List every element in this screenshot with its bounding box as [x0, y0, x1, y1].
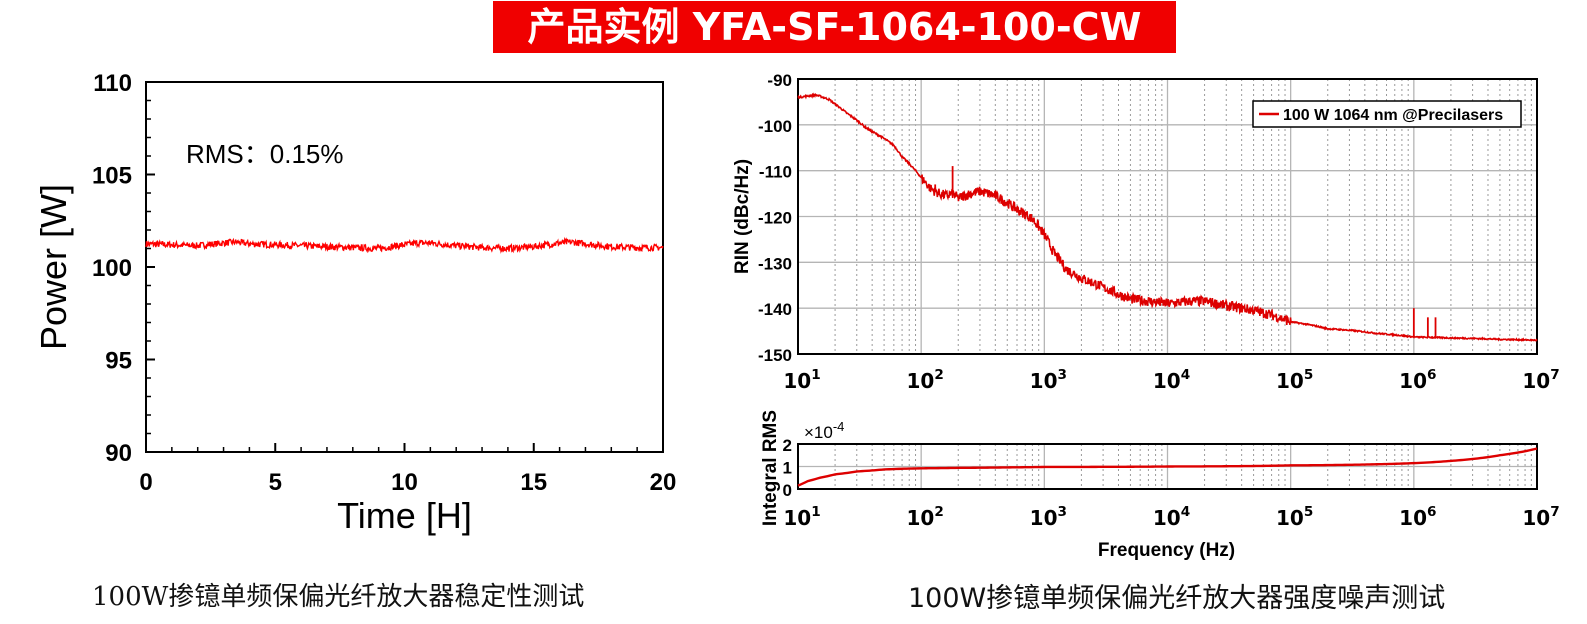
x-tick-label: 106: [1399, 504, 1436, 530]
rin-chart: -150 -140 -130 -120 -110 -100 -90 101 102 103 104 1…: [732, 71, 1560, 393]
y-axis-label: Power [W]: [33, 184, 74, 350]
irms-series-line: [797, 447, 1538, 487]
y-tick-label: 1: [783, 459, 792, 478]
power-stability-chart: 0 5 10 15 20 90 95 100 105 110 Time [H] Power [W] RM…: [33, 70, 677, 536]
y-tick-label: -100: [758, 117, 792, 136]
y-tick-label: -140: [758, 300, 792, 319]
plot-frame: [797, 78, 1538, 355]
x-tick-label: 0: [139, 469, 152, 496]
y-tick-label: 90: [105, 440, 132, 467]
x-tick-label: 103: [1030, 367, 1067, 393]
x-tick-label: 107: [1522, 504, 1559, 530]
y-tick-label: -130: [758, 254, 792, 273]
plot-frame: [797, 443, 1538, 490]
y-tick-label: 105: [92, 163, 132, 190]
x-tick-label: 15: [520, 469, 547, 496]
caption-stability: 100W掺镱单频保偏光纤放大器稳定性测试: [92, 582, 585, 612]
x-tick-label: 20: [650, 469, 677, 496]
x-tick-label: 103: [1030, 504, 1067, 530]
x-tick-label: 102: [907, 504, 944, 530]
rin-series-line: [797, 92, 1538, 342]
y-axis-label: Integral RMS: [760, 410, 781, 526]
x-axis-label: Frequency (Hz): [1098, 540, 1235, 561]
x-tick-label: 105: [1276, 367, 1313, 393]
y-tick-label: -90: [767, 71, 792, 90]
y-multiplier: ×10-4: [804, 419, 844, 442]
x-tick-label: 105: [1276, 504, 1313, 530]
caption-noise: 100W掺镱单频保偏光纤放大器强度噪声测试: [908, 583, 1446, 614]
y-tick-label: 2: [783, 436, 792, 455]
y-tick-label: -120: [758, 209, 792, 228]
x-tick-label: 106: [1399, 367, 1436, 393]
y-tick-label: -110: [759, 163, 792, 182]
x-tick-label: 10: [391, 469, 418, 496]
x-tick-label: 104: [1153, 504, 1190, 530]
x-tick-label: 101: [783, 367, 820, 393]
legend-box: [1252, 100, 1522, 128]
y-tick-label: 100: [92, 255, 132, 282]
y-axis-label: RIN (dBc/Hz): [732, 159, 753, 274]
y-tick-label: 0: [783, 481, 792, 500]
x-tick-label: 101: [783, 504, 820, 530]
x-tick-label: 107: [1522, 367, 1559, 393]
legend-label: 100 W 1064 nm @Precilasers: [1283, 107, 1503, 124]
title-banner: 产品实例 YFA-SF-1064-100-CW: [493, 1, 1176, 53]
x-tick-label: 102: [907, 367, 944, 393]
rms-annotation: RMS：0.15%: [186, 139, 344, 169]
y-tick-label: 95: [105, 348, 132, 375]
x-axis-label: Time [H]: [337, 495, 472, 536]
y-tick-label: 110: [93, 70, 132, 97]
x-tick-label: 5: [269, 469, 282, 496]
integral-rms-chart: 0 1 2 101 102 103 104 105 106 107 ×10-4 Integral RM…: [760, 410, 1560, 561]
x-tick-label: 104: [1153, 367, 1190, 393]
y-tick-label: -150: [758, 346, 792, 365]
power-series-line: [145, 236, 664, 254]
